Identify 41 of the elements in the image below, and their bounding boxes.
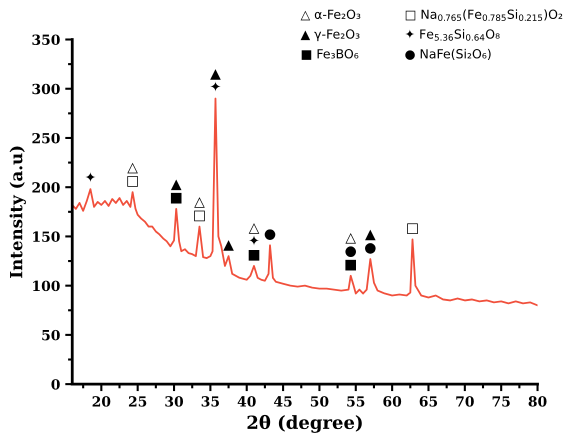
annotation: ▲ ✦ (210, 69, 221, 92)
x-tick-label: 25 (128, 396, 146, 407)
y-tick-label: 50 (42, 330, 60, 340)
annotation: ▲ γ-Fe₂O₃ (300, 29, 360, 42)
annotation: ▲ (223, 240, 234, 251)
y-tick-label: 350 (32, 34, 60, 45)
x-tick-label: 75 (492, 396, 510, 407)
annotation: ✦ Fe$_{5.36}$Si$_{0.64}$O₈ (405, 29, 500, 41)
x-tick-label: 55 (347, 396, 364, 407)
annotation: △ □ (127, 162, 138, 187)
annotation: ▲ ■ (170, 179, 182, 204)
annotation: ● NaFe(Si₂O₆) (405, 48, 491, 60)
x-tick-label: 65 (420, 396, 438, 407)
x-tick-label: 60 (383, 396, 402, 407)
annotation: ✦ (85, 172, 96, 182)
y-tick-label: 250 (32, 132, 60, 144)
annotation: △ □ (194, 197, 205, 222)
y-tick-label: 300 (32, 84, 60, 94)
y-tick-label: 150 (33, 231, 60, 242)
annotation: ● (264, 229, 276, 240)
line-series (72, 98, 538, 306)
y-tick-label: 200 (32, 182, 60, 193)
x-tick-label: 80 (528, 396, 547, 407)
y-axis-title: Intensity (a.u) (10, 146, 26, 278)
x-axis-title: 2θ (degree) (248, 414, 362, 433)
annotation: △ ✦ ■ (248, 223, 260, 261)
x-tick-label: 40 (238, 396, 256, 407)
annotation: □ (407, 223, 418, 234)
annotation: ■ Fe₃BO₆ (302, 49, 358, 60)
x-tick-label: 30 (165, 396, 184, 407)
x-tick-label: 50 (310, 396, 328, 407)
x-tick-label: 35 (202, 396, 219, 407)
x-tick-label: 70 (456, 396, 474, 407)
text: △ α-Fe₂O₃ (300, 10, 360, 20)
text: □ Na$_{0.765}$(Fe$_{0.785}$Si$_{0.215}$)O₂ (406, 9, 562, 21)
annotation: △ ● ■ (345, 232, 356, 270)
x-tick-label: 45 (274, 396, 292, 407)
y-tick-label: 0 (51, 379, 60, 390)
y-tick-label: 100 (33, 280, 60, 292)
annotation: ▲ ● (365, 230, 376, 254)
x-tick-label: 20 (92, 396, 110, 407)
